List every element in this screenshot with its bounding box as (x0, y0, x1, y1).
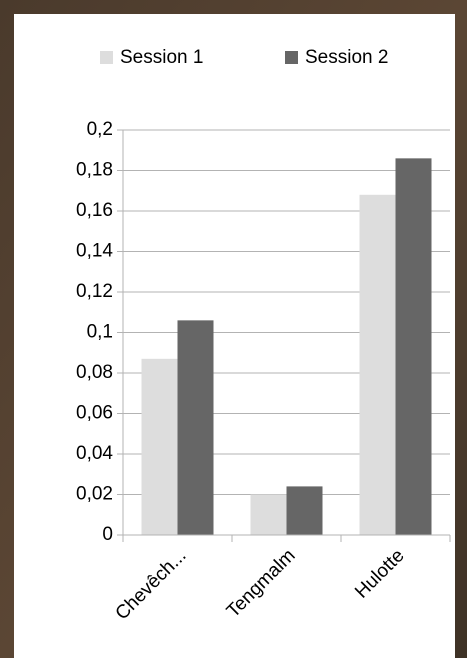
y-tick-label: 0,02 (76, 484, 113, 505)
bar (141, 358, 178, 535)
y-tick-label: 0,2 (87, 119, 113, 140)
y-tick-label: 0 (102, 524, 113, 545)
legend-swatch (285, 51, 298, 64)
y-tick-label: 0,1 (87, 322, 113, 343)
legend-label: Session 2 (305, 47, 388, 68)
y-tick-label: 0,06 (76, 403, 113, 424)
legend-swatch (100, 51, 113, 64)
y-tick-label: 0,14 (76, 241, 113, 262)
legend-label: Session 1 (120, 47, 203, 68)
y-tick-label: 0,12 (76, 281, 113, 302)
bar (395, 158, 432, 535)
y-tick-label: 0,04 (76, 443, 113, 464)
y-tick-label: 0,18 (76, 160, 113, 181)
bar (250, 494, 287, 535)
y-tick-label: 0,16 (76, 200, 113, 221)
bar (359, 194, 396, 536)
bar (177, 320, 214, 535)
bar (286, 486, 323, 535)
y-tick-label: 0,08 (76, 362, 113, 383)
